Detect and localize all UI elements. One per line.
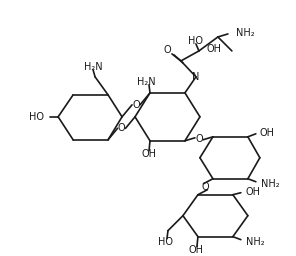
Text: OH: OH [141, 149, 157, 159]
Text: O: O [202, 182, 209, 192]
Text: OH: OH [207, 44, 222, 54]
Text: O: O [195, 134, 203, 144]
Text: H₂N: H₂N [137, 77, 155, 87]
Text: O: O [163, 45, 171, 55]
Text: NH₂: NH₂ [236, 28, 255, 38]
Text: OH: OH [189, 245, 203, 255]
Text: OH: OH [260, 128, 275, 138]
Text: HO: HO [189, 36, 203, 46]
Text: NH₂: NH₂ [246, 237, 265, 247]
Text: OH: OH [246, 187, 261, 197]
Text: N: N [192, 72, 200, 82]
Text: O: O [118, 123, 125, 133]
Text: H₂N: H₂N [84, 62, 102, 72]
Text: O: O [132, 100, 140, 110]
Text: HO: HO [158, 237, 173, 247]
Text: HO: HO [29, 112, 44, 122]
Text: NH₂: NH₂ [261, 179, 279, 189]
